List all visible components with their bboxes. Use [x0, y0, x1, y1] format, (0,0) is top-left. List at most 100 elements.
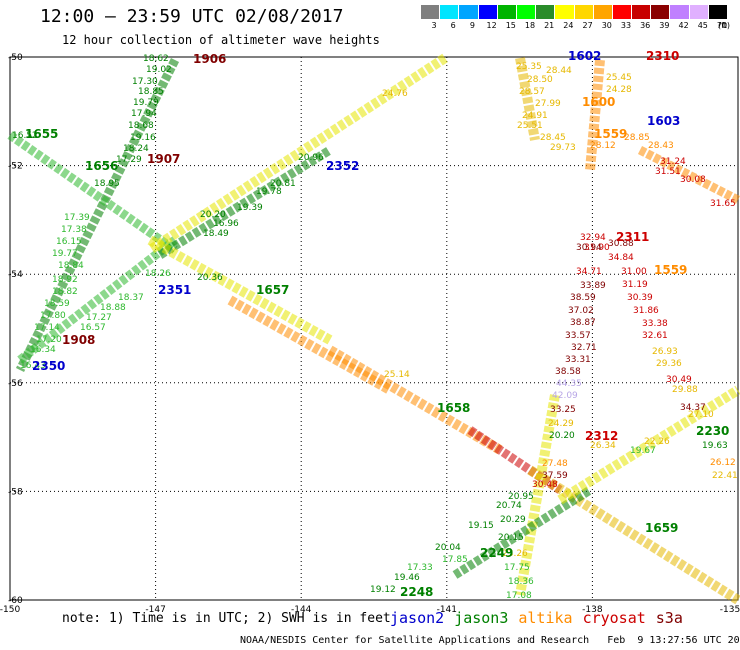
- pass-time-labels: 1906 1655 1656 1907 2352 1602 2310 1603 1600 1559…: [25, 49, 729, 599]
- observation-label: 19.46: [394, 573, 420, 583]
- footer-note: note: 1) Time is in UTC; 2) SWH is in fe…: [62, 611, 391, 626]
- observation-label: 19.39: [237, 203, 263, 213]
- observation-label: 18.49: [203, 229, 229, 239]
- latitude-labels: -50 -52 -54 -56 -58 -60: [8, 53, 23, 606]
- observation-label: 37.59: [542, 471, 568, 481]
- legend-item-cryosat: cryosat: [582, 609, 646, 627]
- color-tick-label: 15: [505, 21, 516, 30]
- pass-time-label: 2352: [326, 159, 359, 173]
- pass-time-label: 1659: [645, 521, 678, 535]
- observation-label: 24.91: [522, 111, 548, 121]
- color-swatch: [459, 5, 479, 19]
- observation-label: 18.82: [52, 287, 78, 297]
- color-swatch: [593, 5, 613, 19]
- observation-label: 34.71: [576, 267, 602, 277]
- observation-label: 28.45: [540, 133, 566, 143]
- longitude-label: -144: [291, 605, 312, 615]
- pass-time-label: 1559: [594, 127, 627, 141]
- observation-label: 27.99: [535, 99, 561, 109]
- pass-time-label: 2312: [585, 429, 618, 443]
- observation-label: 17.29: [116, 155, 142, 165]
- observation-label: 25.14: [384, 370, 410, 380]
- observation-label: 22.26: [644, 437, 670, 447]
- observation-label: 25.35: [516, 62, 542, 72]
- observation-label: 28.44: [546, 66, 572, 76]
- observation-label: 20.20: [549, 431, 575, 441]
- color-tick-label: 24: [563, 21, 574, 30]
- pass-time-label: 1600: [582, 95, 615, 109]
- ground-track: [452, 486, 593, 579]
- observation-label: 17.20: [36, 335, 62, 345]
- pass-time-label: 1906: [193, 52, 226, 66]
- pass-time-label: 1908: [62, 333, 95, 347]
- color-swatch: [574, 5, 594, 19]
- observation-label: 30.08: [680, 175, 706, 185]
- observation-label: 31.90: [584, 243, 610, 253]
- ground-track: [585, 59, 605, 171]
- observation-label: 33.25: [550, 405, 576, 415]
- observation-label: 19.15: [468, 521, 494, 531]
- observation-label: 26.12: [710, 458, 736, 468]
- observation-label: 24.76: [382, 89, 408, 99]
- observation-label: 37.02: [568, 306, 594, 316]
- observation-label: 18.95: [94, 179, 120, 189]
- color-tick-label: 36: [640, 21, 651, 30]
- ground-track: [7, 131, 178, 254]
- observation-label: 30.48: [532, 480, 558, 490]
- observation-label: 30.94: [576, 243, 602, 253]
- color-swatch: [651, 5, 671, 19]
- observation-label: 20.74: [496, 501, 522, 511]
- observation-label: 17.39: [64, 213, 90, 223]
- color-swatch: [612, 5, 633, 19]
- observation-label: 18.92: [52, 275, 78, 285]
- observation-label: 18.62: [143, 54, 169, 64]
- observation-label: 31.19: [622, 280, 648, 290]
- color-swatch: [421, 5, 441, 19]
- observation-label: 18.68: [128, 121, 154, 131]
- observation-label: 17.75: [504, 563, 530, 573]
- color-tick-label: 6: [450, 21, 456, 30]
- pass-time-label: 1655: [25, 127, 58, 141]
- color-scale-swatches: [421, 5, 728, 19]
- longitude-label: -150: [0, 605, 20, 615]
- observation-label: 34.37: [680, 403, 706, 413]
- pass-time-label: 1602: [568, 49, 601, 63]
- observation-label: 38.87: [570, 318, 596, 328]
- observation-label: 19.16: [130, 133, 156, 143]
- ground-track: [527, 465, 740, 605]
- color-unit-label: (ft): [717, 21, 731, 30]
- observation-label: 18.88: [100, 303, 126, 313]
- color-scale-ticks: 3 6 9 12 15 18 21 24 27 30 33 36 39 42 45 70 (ft): [421, 19, 731, 33]
- ground-track: [515, 394, 560, 596]
- color-swatch: [708, 5, 728, 19]
- observation-label: 17.80: [40, 311, 66, 321]
- observation-label: 23.26: [502, 549, 528, 559]
- color-tick-label: 27: [582, 21, 593, 30]
- pass-time-label: 2351: [158, 283, 191, 297]
- observation-label: 32.61: [642, 331, 668, 341]
- longitude-label: -138: [582, 605, 603, 615]
- observation-label: 32.71: [571, 343, 597, 353]
- observation-label: 31.51: [655, 167, 681, 177]
- ground-track: [147, 235, 333, 345]
- pass-time-label: 2350: [32, 359, 65, 373]
- legend-item-s3a: s3a: [655, 609, 683, 627]
- observation-label: 29.88: [672, 385, 698, 395]
- latitude-label: -56: [8, 379, 23, 389]
- color-swatch: [478, 5, 498, 19]
- pass-time-label: 1559: [654, 263, 687, 277]
- ground-track: [17, 236, 178, 364]
- color-tick-label: 33: [620, 21, 632, 30]
- ground-track: [515, 57, 540, 141]
- ground-track: [15, 57, 180, 373]
- color-swatch: [689, 5, 709, 19]
- observation-label: 19.12: [370, 585, 396, 595]
- longitude-label: -135: [720, 605, 740, 615]
- observation-label: 17.14: [34, 323, 60, 333]
- observation-label: 38.59: [570, 293, 596, 303]
- observation-label: 19.78: [256, 187, 282, 197]
- latitude-label: -58: [8, 487, 23, 497]
- observation-label: 20.36: [197, 273, 223, 283]
- observation-label: 19.79: [133, 98, 159, 108]
- color-tick-label: 3: [431, 21, 437, 30]
